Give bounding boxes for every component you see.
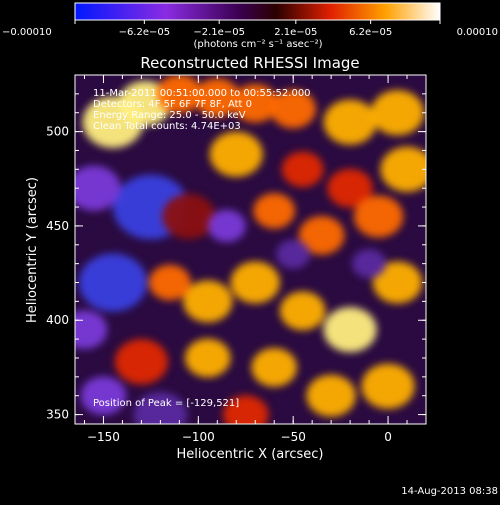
heatmap-blob [207, 209, 246, 243]
plot-frame [74, 74, 427, 425]
colorbar-unit-label: (photons cm⁻² s⁻¹ asec⁻²) [193, 39, 322, 50]
heatmap-blob [323, 307, 377, 353]
heatmap-blob [232, 83, 279, 123]
heatmap-blob [133, 391, 187, 424]
colorbar-tick-label: 6.2e−05 [349, 27, 392, 38]
heatmap-blob [380, 146, 426, 192]
heatmap-blob [353, 195, 404, 238]
x-tick-label: −100 [182, 430, 215, 444]
heatmap-blob [279, 291, 326, 331]
heatmap-blob [251, 348, 297, 387]
heatmap-blob [230, 261, 280, 304]
y-tick-label: 500 [46, 125, 69, 139]
heatmap-blob [323, 99, 377, 145]
heatmap-blob [372, 261, 423, 304]
heatmap-blob [270, 89, 316, 129]
y-axis-label: Heliocentric Y (arcsec) [25, 177, 40, 323]
heatmap-blob [148, 264, 191, 301]
heatmap-blob [156, 75, 203, 114]
heatmap-blob [370, 90, 425, 136]
heatmap-blob [306, 374, 356, 417]
x-axis-label: Heliocentric X (arcsec) [177, 447, 324, 462]
colorbar-tick-label: 2.1e−05 [274, 27, 317, 38]
heatmap-blob [75, 165, 121, 211]
annotation-line: Clean Total counts: 4.74E+03 [93, 121, 241, 132]
heatmap-blob [298, 215, 345, 255]
x-tick-label: −50 [281, 430, 306, 444]
heatmap-blob [185, 338, 231, 378]
y-tick-label: 400 [46, 313, 69, 327]
colorbar: −0.00010 −6.2e−05 −2.1e−05 2.1e−05 6.2e−05 0.… [2, 2, 498, 50]
annotation-line: Energy Range: 25.0 - 50.0 keV [93, 110, 246, 121]
annotation-line: Detectors: 4F 5F 6F 7F 8F, Att 0 [93, 99, 252, 110]
heatmap-blob [194, 78, 241, 117]
heatmap-blob [209, 131, 263, 177]
heatmap-blob [162, 193, 216, 240]
y-axis: 350 400 450 500 [46, 74, 426, 422]
heatmap-blob [75, 310, 108, 350]
annotation-line: 11-Mar-2011 00:51:00.000 to 00:55:52.000 [93, 88, 311, 99]
chart-title: Reconstructed RHESSI Image [140, 54, 359, 72]
colorbar-tick-label: −2.1e−05 [193, 27, 245, 38]
x-tick-label: 0 [384, 430, 392, 444]
heatmap-blob [352, 249, 387, 279]
heatmap-blob [361, 363, 415, 409]
colorbar-gradient [74, 2, 441, 21]
annotation-block: 11-Mar-2011 00:51:00.000 to 00:55:52.000… [93, 88, 311, 132]
colorbar-tick-label: −6.2e−05 [119, 27, 171, 38]
image-region [75, 75, 426, 424]
heatmap-blob [253, 193, 296, 229]
y-tick-label: 450 [46, 219, 69, 233]
heatmap-blob [78, 253, 148, 312]
heatmap-blob [80, 376, 127, 416]
heatmap-blob [281, 151, 324, 188]
heatmap-blob [276, 239, 311, 269]
colorbar-tick-label: −0.00010 [2, 27, 52, 38]
x-tick-label: −150 [87, 430, 120, 444]
heatmap-blob [183, 280, 233, 323]
y-tick-label: 350 [46, 408, 69, 422]
heatmap-blob [222, 395, 269, 424]
heatmap-blob [327, 168, 373, 208]
peak-label: Position of Peak = [-129,521] [93, 398, 239, 409]
colorbar-tick-label: 0.00010 [457, 27, 498, 38]
timestamp: 14-Aug-2013 08:38 [401, 486, 498, 497]
x-axis: −150 −100 −50 0 [83, 75, 427, 444]
heatmap-blob [114, 339, 168, 385]
